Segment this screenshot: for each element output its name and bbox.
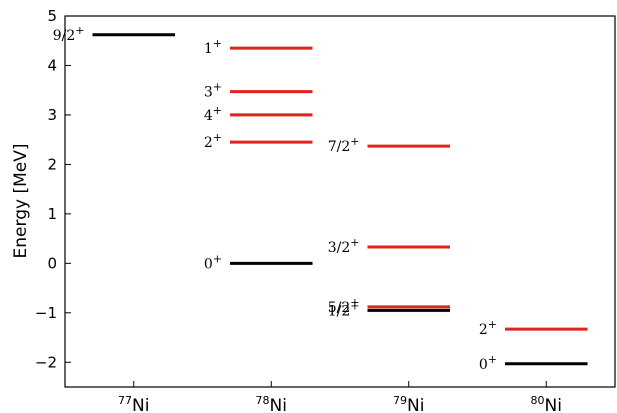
y-axis-title: Energy [MeV] bbox=[11, 144, 31, 259]
y-tick-label: 4 bbox=[47, 56, 57, 74]
y-tick-label: 0 bbox=[47, 254, 57, 272]
state-label: 5/2+ bbox=[328, 296, 360, 316]
nucleus-label: 79Ni bbox=[393, 394, 424, 413]
state-label: 3/2+ bbox=[328, 236, 360, 256]
state-label: 1+ bbox=[204, 37, 222, 57]
state-label: 4+ bbox=[204, 104, 222, 124]
y-tick-label: −1 bbox=[35, 304, 57, 322]
y-tick-label: 3 bbox=[47, 106, 57, 124]
state-label: 0+ bbox=[479, 353, 497, 373]
y-tick-label: 2 bbox=[47, 155, 57, 173]
y-tick-label: 1 bbox=[47, 205, 57, 223]
nucleus-label: 80Ni bbox=[531, 394, 562, 413]
plot-frame bbox=[64, 15, 616, 388]
nucleus-label: 77Ni bbox=[118, 394, 149, 413]
state-label: 0+ bbox=[204, 252, 222, 272]
energy-levels: 9/2+ 1+ 3+ 4+ 2+ 0+ 7/2+ 3/2+ 5/2+1/2+ 2+ 0+ bbox=[53, 24, 588, 373]
y-tick-label: 5 bbox=[47, 7, 57, 25]
state-label: 2+ bbox=[204, 131, 222, 151]
y-tick-label: −2 bbox=[35, 353, 57, 371]
state-label: 1/2+ bbox=[328, 299, 360, 319]
state-label: 9/2+ bbox=[53, 24, 85, 44]
y-axis-ticks: 5 4 3 2 1 0 −1 −2 bbox=[35, 7, 71, 371]
x-axis-categories: 77Ni 78Ni 79Ni 80Ni bbox=[118, 381, 562, 413]
state-label: 7/2+ bbox=[328, 135, 360, 155]
state-label: 2+ bbox=[479, 318, 497, 338]
state-label: 3+ bbox=[204, 81, 222, 101]
nucleus-label: 78Ni bbox=[256, 394, 287, 413]
